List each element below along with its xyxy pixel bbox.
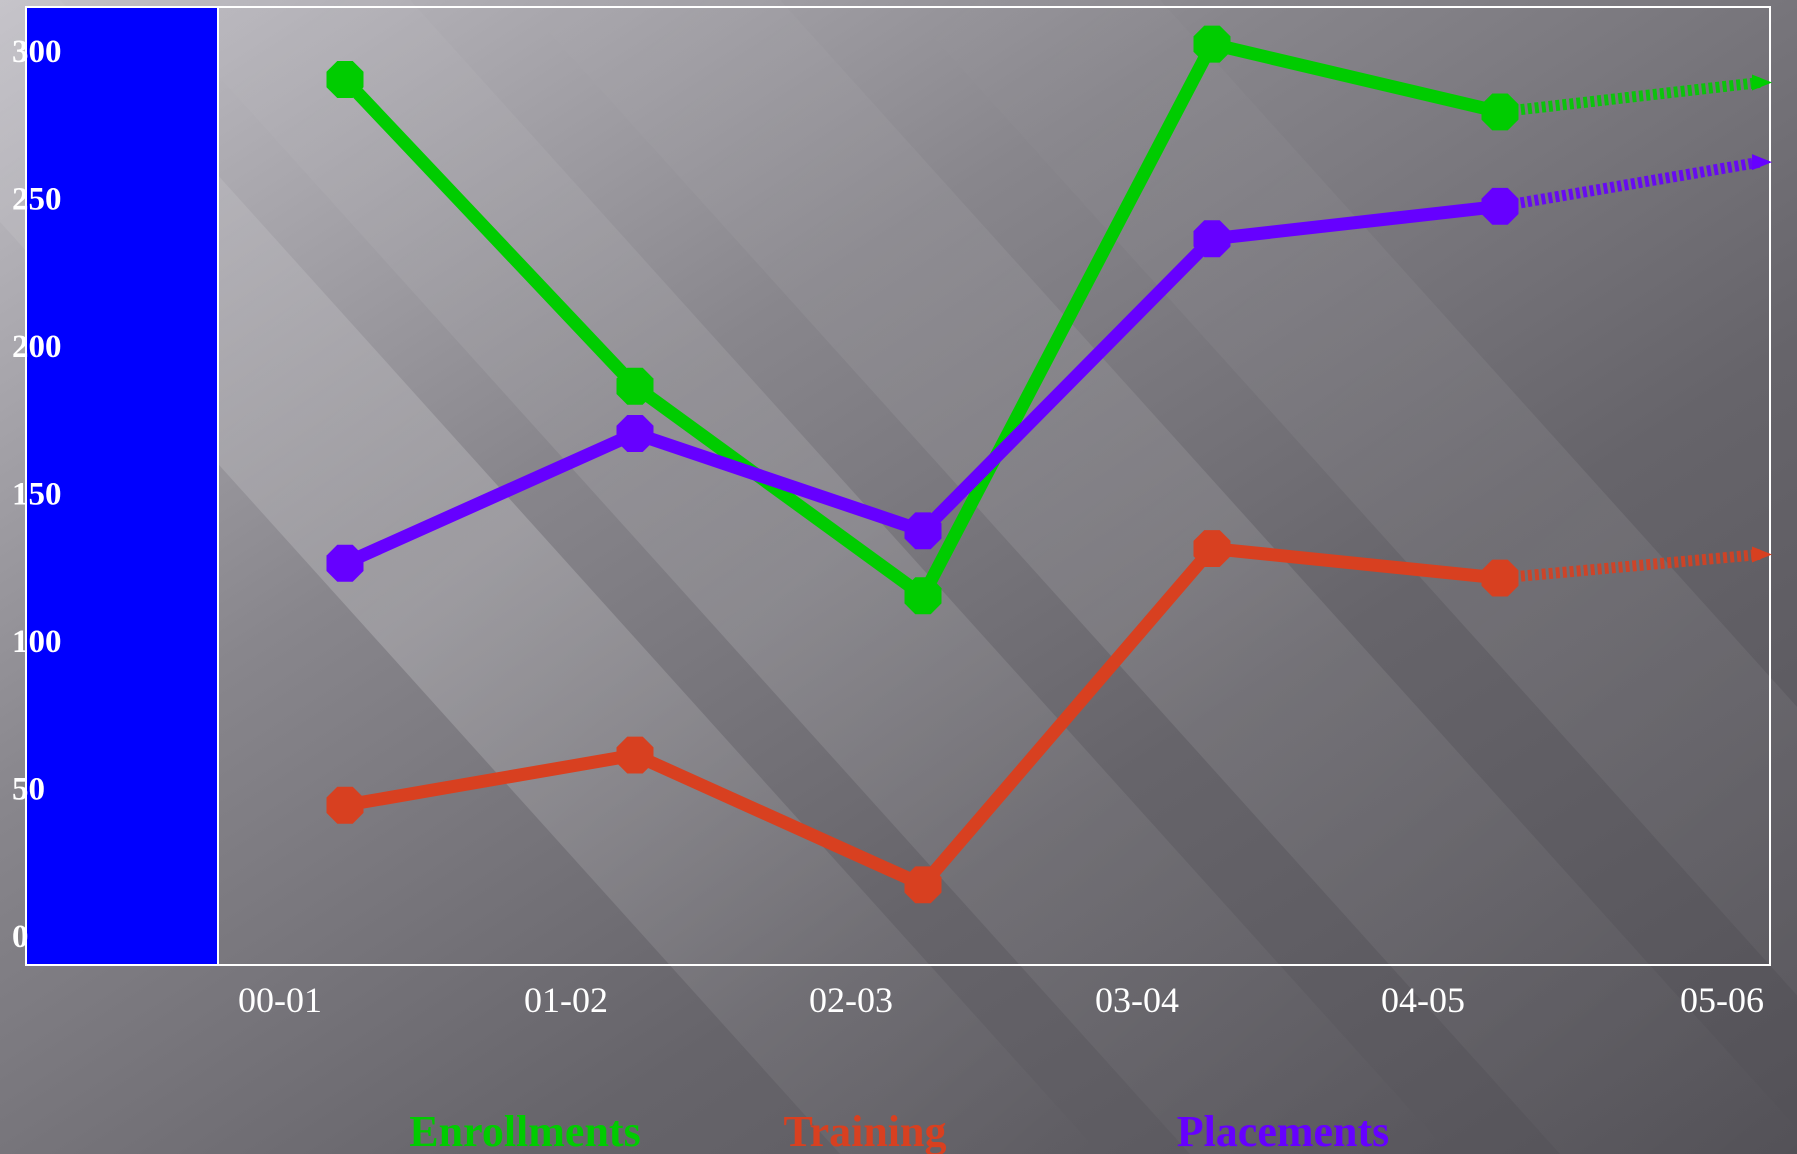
y-tick-label: 150 — [12, 477, 62, 513]
projected-segment — [1499, 76, 1761, 118]
projected-arrow-tip — [1752, 154, 1772, 171]
y-tick-label: 250 — [12, 182, 62, 218]
data-point-marker — [326, 786, 364, 824]
y-tick-label: 300 — [12, 34, 62, 70]
side-panel — [26, 7, 218, 965]
light-streak — [520, 0, 1797, 1154]
data-point-marker — [904, 577, 942, 615]
x-tick-label: 03-04 — [1095, 980, 1179, 1020]
light-streak — [0, 0, 1100, 1154]
series-placements — [326, 154, 1772, 582]
data-point-marker — [904, 512, 942, 550]
legend-label-training: Training — [783, 1107, 946, 1154]
series-enrollments — [326, 25, 1772, 615]
projected-segment — [1499, 156, 1761, 212]
light-streak — [900, 0, 1797, 996]
light-streak — [150, 0, 1450, 1154]
data-point-marker — [1481, 93, 1519, 131]
x-tick-label: 05-06 — [1680, 980, 1764, 1020]
x-tick-label: 02-03 — [809, 980, 893, 1020]
data-point-marker — [616, 415, 654, 452]
data-point-marker — [326, 61, 364, 98]
data-point-marker — [1481, 187, 1519, 225]
data-point-marker — [1193, 530, 1231, 567]
legend-label-enrollments: Enrollments — [409, 1107, 640, 1154]
legend-label-placements: Placements — [1177, 1107, 1390, 1154]
projected-arrow-tip — [1752, 546, 1772, 563]
y-tick-label: 0 — [12, 919, 29, 955]
x-tick-label: 01-02 — [524, 980, 608, 1020]
data-point-marker — [616, 367, 654, 405]
projected-segment — [1499, 548, 1761, 584]
series-training — [326, 530, 1772, 904]
data-point-marker — [1193, 25, 1231, 63]
y-axis: 0 50 100 150 200 250 300 — [12, 34, 62, 955]
projected-arrow-tip — [1752, 74, 1772, 91]
x-axis: 00-01 01-02 02-03 03-04 04-05 05-06 — [238, 980, 1764, 1020]
legend: Enrollments Training Placements — [409, 1107, 1389, 1154]
y-tick-label: 100 — [12, 624, 62, 660]
series-layer — [326, 25, 1772, 904]
x-tick-label: 04-05 — [1381, 980, 1465, 1020]
data-point-marker — [1193, 220, 1231, 258]
data-point-marker — [904, 866, 942, 904]
y-tick-label: 50 — [12, 772, 45, 808]
data-point-marker — [616, 736, 654, 774]
data-point-marker — [1481, 559, 1519, 597]
data-point-marker — [326, 544, 364, 582]
y-tick-label: 200 — [12, 329, 62, 365]
x-tick-label: 00-01 — [238, 980, 322, 1020]
plot-frame — [25, 6, 1771, 966]
